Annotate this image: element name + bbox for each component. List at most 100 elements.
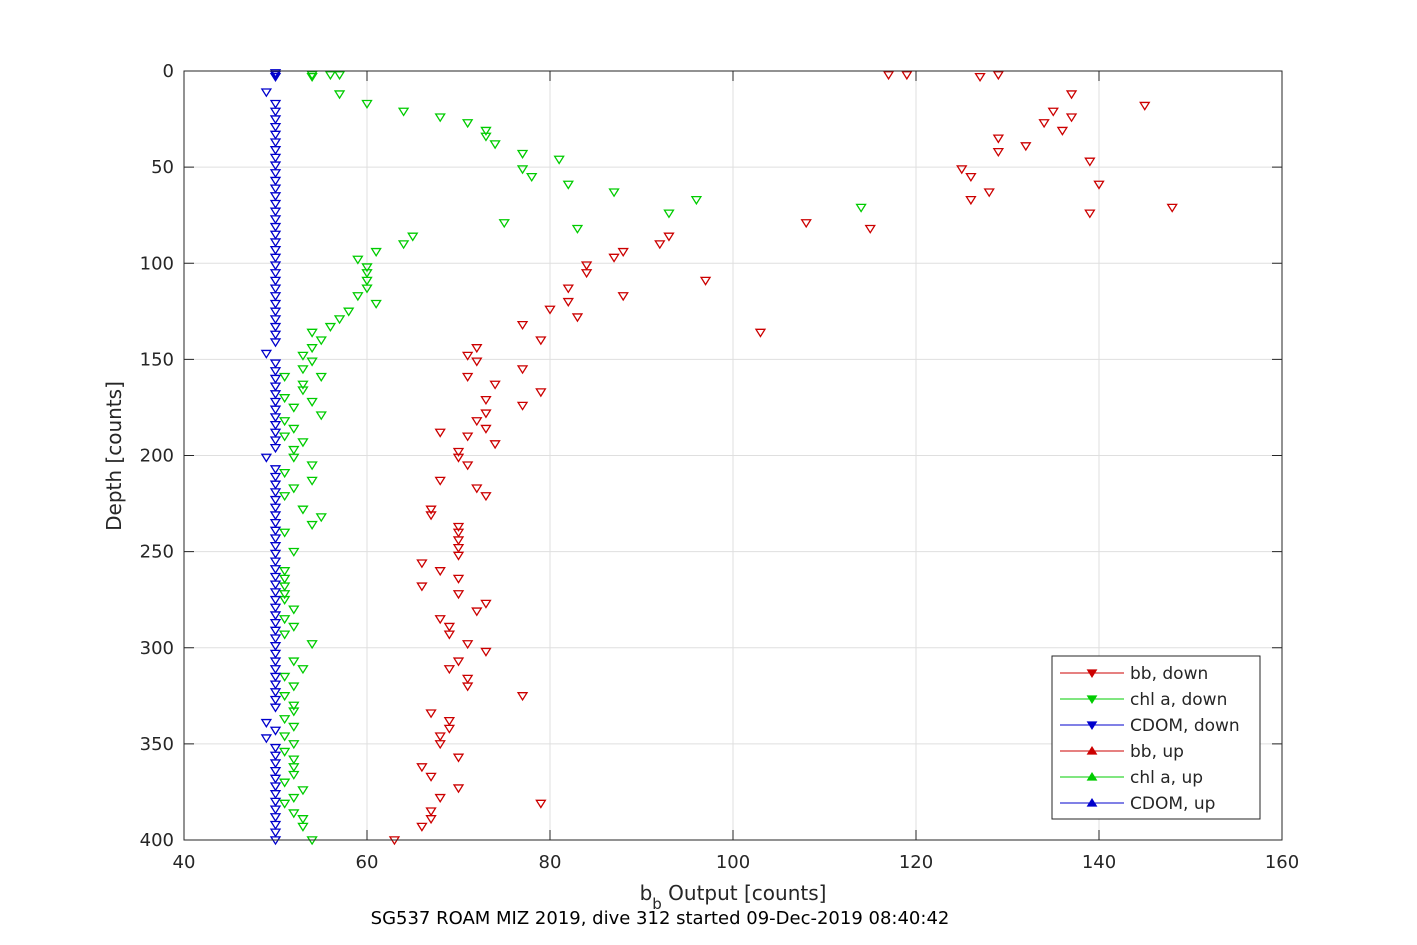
data-point (269, 672, 282, 682)
data-point (580, 261, 593, 271)
data-point (553, 155, 565, 165)
data-point (461, 461, 474, 471)
data-point (333, 71, 346, 81)
data-point (471, 484, 483, 494)
data-point (269, 766, 282, 777)
data-point (434, 732, 446, 742)
data-point (425, 815, 437, 825)
data-point (452, 453, 465, 463)
data-point (269, 299, 282, 309)
data-point (269, 122, 282, 133)
data-point (471, 357, 483, 367)
data-point (370, 247, 382, 257)
data-point (516, 165, 529, 175)
data-point (654, 240, 666, 250)
data-point (562, 180, 574, 190)
data-point (452, 447, 465, 457)
x-tick-label: 60 (356, 852, 379, 873)
data-point (461, 372, 474, 382)
ticks: 40 60 80 100 120 140 160 0 50 100 150 200 250 300 350 4… (140, 61, 1300, 873)
data-point (535, 799, 547, 809)
data-point (434, 793, 446, 803)
data-point (269, 774, 282, 784)
grid (184, 71, 1282, 840)
data-point (278, 747, 291, 757)
data-point (297, 351, 309, 361)
data-point (288, 722, 300, 732)
data-point (269, 176, 282, 186)
data-point (269, 603, 282, 613)
data-point (269, 557, 282, 567)
data-point (269, 390, 282, 400)
data-point (516, 401, 529, 411)
data-point (269, 397, 282, 407)
data-point (269, 495, 282, 505)
data-point (407, 232, 419, 242)
data-point (269, 153, 282, 163)
data-point (269, 230, 282, 240)
y-tick-label: 300 (140, 638, 174, 659)
x-tick-label: 160 (1265, 852, 1299, 873)
data-point (260, 88, 273, 98)
data-point (434, 740, 446, 750)
data-point (269, 169, 282, 179)
data-point (269, 488, 282, 498)
data-point (288, 755, 300, 765)
data-point (608, 188, 620, 198)
data-point (278, 778, 291, 788)
data-point (965, 172, 977, 183)
series-0 (388, 71, 1178, 846)
data-point (452, 784, 465, 794)
data-point (480, 132, 492, 142)
data-point (425, 772, 437, 782)
data-point (288, 484, 300, 494)
data-point (471, 344, 483, 354)
data-point (269, 503, 282, 513)
data-point (489, 140, 501, 150)
data-point (269, 611, 282, 621)
data-point (269, 657, 282, 667)
data-point (480, 395, 492, 406)
data-point (452, 551, 465, 561)
legend-marker (1086, 669, 1098, 678)
data-point (324, 71, 337, 81)
data-point (269, 72, 282, 83)
data-point (370, 299, 382, 309)
data-point (663, 209, 675, 219)
data-point (1084, 209, 1096, 219)
data-point (297, 786, 309, 796)
data-point (452, 543, 465, 554)
data-point (416, 559, 428, 569)
data-point (489, 380, 501, 390)
data-point (288, 707, 300, 717)
data-point (535, 388, 547, 398)
data-point (269, 565, 282, 575)
data-point (608, 253, 620, 263)
data-point (269, 642, 282, 652)
data-point (269, 330, 282, 340)
data-point (269, 338, 282, 348)
data-point (278, 692, 291, 702)
data-point (288, 740, 300, 750)
data-point (443, 665, 456, 675)
data-point (352, 292, 364, 302)
data-point (269, 595, 282, 605)
data-point (306, 344, 318, 354)
data-point (526, 172, 538, 183)
data-point (269, 207, 282, 217)
y-tick-label: 0 (163, 61, 174, 82)
data-point (269, 269, 282, 279)
data-point (361, 284, 373, 294)
data-point (269, 542, 282, 552)
data-point (562, 297, 574, 307)
data-point (269, 359, 282, 369)
data-point (288, 445, 300, 456)
legend-label: bb, up (1130, 742, 1184, 762)
data-point (480, 599, 492, 609)
data-point (315, 513, 327, 523)
legend-marker (1086, 798, 1098, 807)
data-point (800, 219, 812, 229)
data-point (288, 547, 300, 557)
data-point (983, 188, 995, 198)
data-point (324, 322, 337, 332)
